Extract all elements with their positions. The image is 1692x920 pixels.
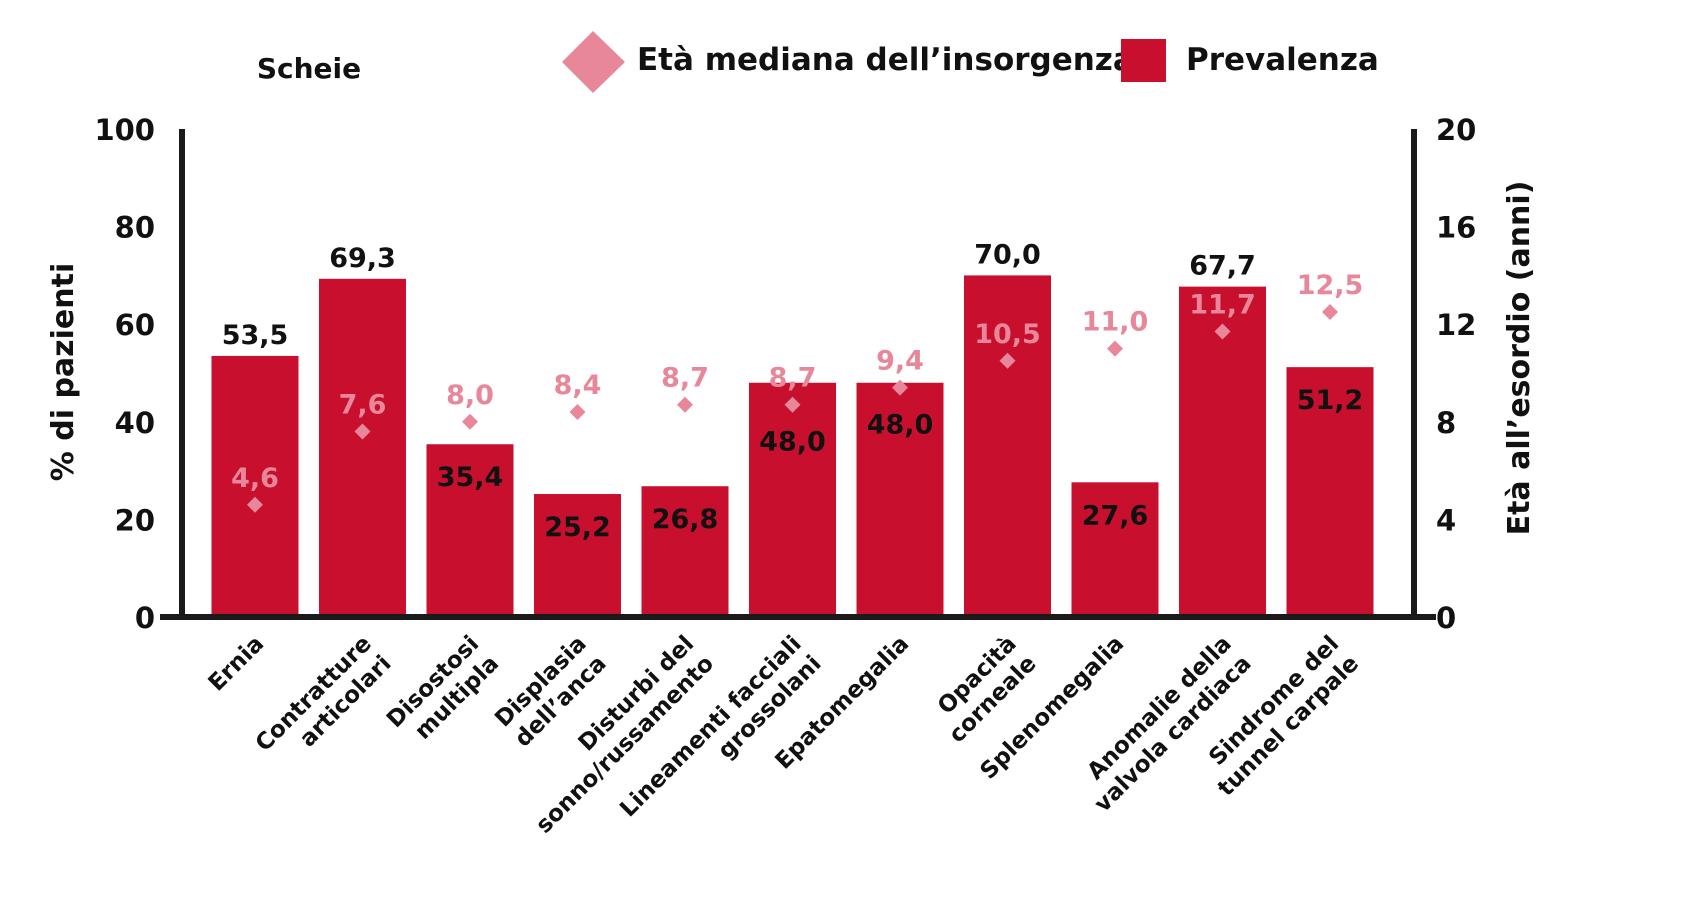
y-left-tick-label: 60 (115, 308, 155, 342)
legend-label-prevalence: Prevalenza (1186, 42, 1379, 78)
y-left-tick-label: 0 (135, 601, 155, 635)
prevalence-value-label: 69,3 (329, 243, 396, 274)
age-diamond (892, 379, 908, 396)
bar (211, 355, 299, 617)
axes: 0 20 40 60 80 100 0 4 8 12 16 20 % di pazienti Età al… (46, 113, 1537, 635)
age-value-label: 10,5 (974, 319, 1041, 350)
category-labels: ErniaContratturearticolariDisostosimulti… (204, 631, 1364, 839)
age-value-label: 11,0 (1082, 307, 1149, 338)
age-value-label: 12,5 (1297, 270, 1364, 301)
prevalence-value-label: 48,0 (867, 410, 934, 441)
diamond-icon (562, 31, 625, 93)
bar (964, 275, 1051, 617)
prevalence-value-label: 53,5 (222, 320, 289, 351)
y-left-tick-label: 20 (115, 503, 155, 537)
category-label-line: Ernia (204, 631, 270, 697)
legend-label-age: Età mediana dell’insorgenza (637, 42, 1134, 78)
age-diamond (1322, 304, 1338, 320)
prevalence-value-label: 67,7 (1189, 251, 1256, 282)
y-left-tick-label: 80 (115, 211, 155, 245)
age-value-label: 4,6 (231, 463, 279, 494)
prevalence-value-label: 27,6 (1082, 500, 1149, 531)
prevalence-value-label: 48,0 (759, 427, 826, 458)
age-diamond (784, 396, 801, 413)
age-diamond (354, 423, 371, 440)
age-value-label: 7,6 (339, 390, 387, 421)
age-diamond (677, 396, 693, 413)
y-left-axis-title: % di pazienti (46, 263, 81, 482)
age-diamond (247, 496, 263, 513)
age-diamond (1107, 340, 1123, 357)
y-right-tick-label: 8 (1436, 406, 1456, 440)
bar (319, 278, 406, 617)
prevalence-value-label: 25,2 (544, 512, 611, 543)
legend: Scheie Età mediana dell’insorgenza Prevale… (257, 31, 1379, 93)
bar (1179, 286, 1266, 617)
y-right-tick-label: 12 (1436, 308, 1476, 342)
labels: 4,6 7,6 8,0 8,4 8,7 8,7 9,4 10,5 11,0 11,7 12,5 53,… (222, 239, 1364, 543)
bar (856, 382, 944, 617)
bar (641, 486, 729, 617)
age-diamond (1214, 323, 1231, 340)
bar (1286, 367, 1374, 617)
category-label: Disostosimultipla (382, 631, 504, 753)
prevalence-value-label: 70,0 (974, 239, 1041, 270)
diamonds (247, 304, 1338, 513)
square-icon (1121, 39, 1166, 82)
age-value-label: 8,4 (554, 370, 602, 401)
category-label: Ernia (204, 631, 270, 697)
y-right-tick-label: 20 (1436, 113, 1476, 147)
category-label: Contratturearticolari (251, 631, 397, 777)
age-value-label: 9,4 (876, 346, 924, 377)
bars (211, 275, 1374, 617)
age-value-label: 8,7 (769, 363, 817, 394)
y-right-tick-label: 0 (1436, 601, 1456, 635)
bar (749, 382, 836, 617)
chart-title: Scheie (257, 52, 361, 85)
y-right-axis-title: Età all’esordio (anni) (1502, 181, 1537, 536)
age-value-label: 11,7 (1189, 290, 1256, 321)
bar (1071, 482, 1159, 617)
bar (534, 494, 621, 617)
prevalence-value-label: 51,2 (1297, 385, 1364, 416)
bar (426, 444, 514, 617)
age-diamond (569, 404, 586, 421)
y-right-tick-label: 16 (1436, 211, 1476, 245)
y-right-tick-label: 4 (1436, 503, 1456, 537)
prevalence-value-label: 35,4 (437, 462, 504, 493)
y-left-tick-label: 40 (115, 406, 155, 440)
age-value-label: 8,7 (661, 363, 709, 394)
prevalence-value-label: 26,8 (652, 504, 719, 535)
y-left-tick-label: 100 (94, 113, 155, 147)
age-value-label: 8,0 (446, 380, 494, 411)
age-diamond (462, 413, 478, 430)
age-diamond (999, 352, 1016, 369)
